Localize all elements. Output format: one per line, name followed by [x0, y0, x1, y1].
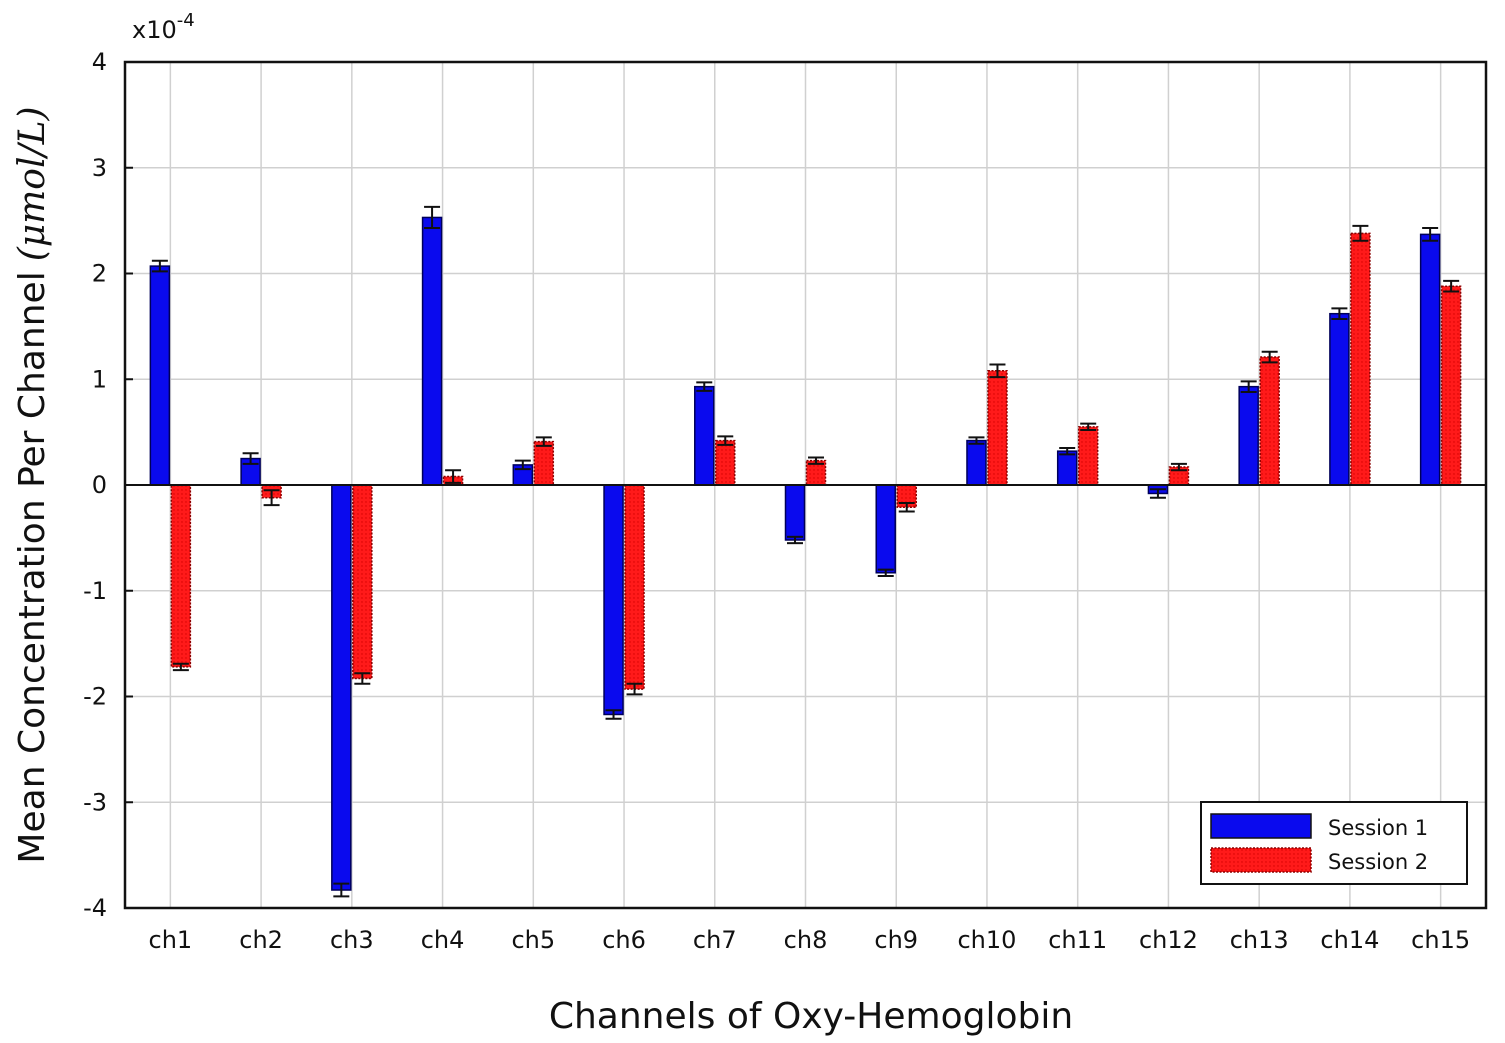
x-tick-label: ch12 [1139, 926, 1198, 954]
x-tick-label: ch14 [1320, 926, 1379, 954]
bar-session-1-ch15 [1419, 233, 1441, 486]
bar-session-2-ch15 [1440, 285, 1462, 486]
x-tick-label: ch6 [602, 926, 646, 954]
axes [123, 60, 1488, 910]
legend-label-session-2: Session 2 [1328, 850, 1428, 874]
y-tick-label: 1 [92, 365, 107, 393]
x-tick-label: ch15 [1411, 926, 1470, 954]
y-tick-label: -4 [83, 894, 107, 922]
legend-swatch-session-1 [1210, 813, 1312, 839]
x-tick-label: ch5 [511, 926, 555, 954]
bar-session-2-ch10 [987, 370, 1008, 486]
x-axis-title: Channels of Oxy-Hemoglobin [549, 996, 1073, 1037]
bar-session-2-ch1 [170, 484, 192, 668]
bar-session-2-ch11 [1077, 426, 1099, 486]
y-tick-label: -2 [83, 683, 107, 711]
legend-label-session-1: Session 1 [1328, 816, 1428, 840]
x-tick-label: ch1 [149, 926, 193, 954]
bar-session-2-ch13 [1259, 356, 1280, 486]
x-tick-label: ch8 [784, 926, 828, 954]
bar-session-2-ch5 [533, 440, 555, 486]
x-tick-label: ch13 [1230, 926, 1289, 954]
x-tick-label: ch4 [421, 926, 465, 954]
legend: Session 1 Session 2 [1200, 801, 1468, 885]
bar-session-1-ch14 [1329, 312, 1350, 486]
tick-labels: -4 -3 -2 -1 0 1 2 3 4 ch1 ch2 ch3 ch4 ch5 ch6 ch7 ch8 ch9… [83, 48, 1470, 954]
bar-session-2-ch7 [715, 439, 736, 486]
x-tick-label: ch9 [874, 926, 918, 954]
bar-session-2-ch6 [624, 484, 645, 690]
bar-session-1-ch8 [784, 484, 806, 541]
x-tick-label: ch2 [239, 926, 283, 954]
y-tick-label: -3 [83, 788, 107, 816]
y-tick-label: 3 [92, 154, 107, 182]
bar-session-1-ch6 [603, 484, 624, 716]
y-tick-label: 0 [92, 471, 107, 499]
x-tick-label: ch11 [1048, 926, 1107, 954]
x-tick-label: ch3 [330, 926, 374, 954]
bar-session-1-ch7 [694, 385, 715, 486]
y-axis-title: Mean Concentration Per Channel(μmol/L) [12, 106, 53, 863]
y-tick-label: 2 [92, 260, 107, 288]
bar-session-1-ch3 [331, 484, 352, 891]
bar-session-1-ch10 [966, 439, 987, 486]
bar-session-1-ch4 [421, 216, 443, 486]
y-tick-label: -1 [83, 577, 107, 605]
bars [149, 205, 1462, 898]
x-tick-label: ch10 [957, 926, 1016, 954]
bar-session-1-ch13 [1238, 385, 1259, 486]
x-tick-label: ch7 [693, 926, 737, 954]
legend-swatch-session-2 [1210, 847, 1312, 873]
y-multiplier: x10-4 [132, 10, 195, 44]
bar-session-1-ch1 [149, 265, 171, 486]
bar-session-2-ch3 [352, 484, 373, 680]
bar-session-1-ch11 [1056, 450, 1078, 486]
bar-session-2-ch14 [1350, 232, 1371, 486]
bar-session-1-ch9 [875, 484, 896, 574]
y-tick-label: 4 [92, 48, 107, 76]
